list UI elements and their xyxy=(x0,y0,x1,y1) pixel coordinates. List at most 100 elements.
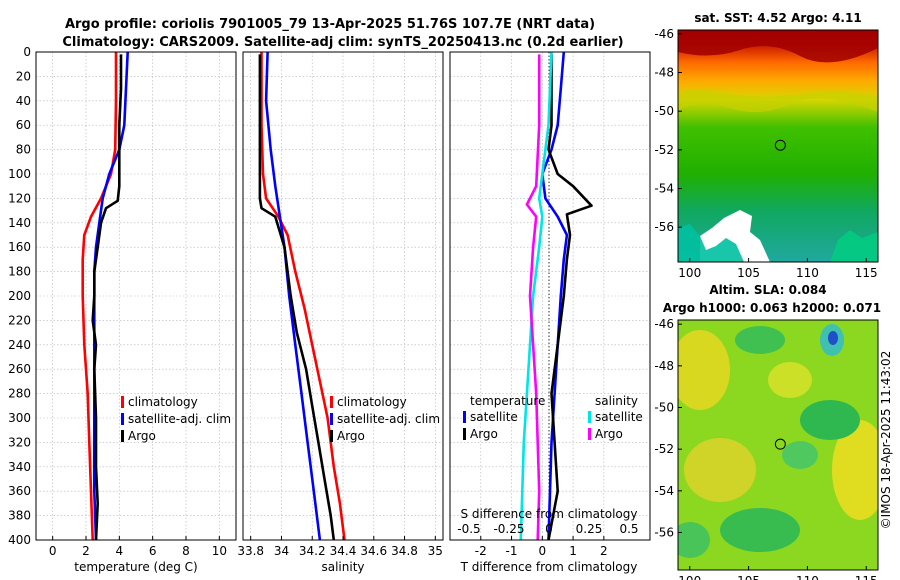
difference-x-tick-label: -2 xyxy=(475,544,487,558)
sla-anomaly-cool-4 xyxy=(782,441,818,469)
depth-tick-label: 100 xyxy=(8,167,31,181)
legend-label-argo: Argo xyxy=(337,429,365,443)
salinity-xlabel: salinity xyxy=(321,560,364,574)
sst-argo-location-marker xyxy=(774,139,786,151)
legend-swatch-satellite xyxy=(330,413,333,425)
depth-tick-label: 180 xyxy=(8,265,31,279)
sla-anomaly-warm-1 xyxy=(678,330,730,410)
legend-swatch-climatology xyxy=(330,396,333,408)
difference-legend-temperature: temperature satellite Argo xyxy=(463,394,545,441)
legend-label-satellite: satellite-adj. clim xyxy=(337,412,440,426)
depth-tick-label: 300 xyxy=(8,411,31,425)
salinity-x-tick-label: 34.8 xyxy=(391,544,418,558)
salinity-grid xyxy=(243,51,443,541)
sst-map-field xyxy=(678,30,878,262)
sst-warm-front xyxy=(678,30,878,63)
salinity-series-argo xyxy=(258,54,336,541)
sst-map-frame xyxy=(677,29,879,263)
temperature-grid xyxy=(36,51,236,541)
temperature-x-tick-label: 0 xyxy=(49,544,57,558)
temperature-series-argo xyxy=(91,54,123,541)
depth-tick-label: 260 xyxy=(8,362,31,376)
salinity-plot-frame xyxy=(242,51,444,541)
salinity-x-tick-label: 35 xyxy=(428,544,443,558)
sst-map-y-tick-label: -54 xyxy=(654,182,674,196)
depth-tick-label: 140 xyxy=(8,216,31,230)
sst-map-y-tick-label: -52 xyxy=(654,143,674,157)
sst-map-x-tick-label: 110 xyxy=(796,266,819,280)
temperature-x-tick-label: 2 xyxy=(82,544,90,558)
salinity-legend: climatology satellite-adj. clim Argo xyxy=(330,395,440,443)
temperature-series xyxy=(81,51,129,541)
legend-label-satellite: satellite-adj. clim xyxy=(128,412,231,426)
temperature-legend: climatology satellite-adj. clim Argo xyxy=(121,395,231,443)
salinity-x-tick-label: 34.6 xyxy=(360,544,387,558)
sla-anomaly-cool-1 xyxy=(735,326,785,354)
sst-map-y-tick-label: -48 xyxy=(654,66,674,80)
sla-eddy-blue xyxy=(828,331,838,345)
difference-series-temperature-argo xyxy=(547,54,593,541)
sst-map-x-tick-label: 100 xyxy=(678,266,701,280)
sla-map-y-tick-label: -48 xyxy=(654,359,674,373)
legend-swatch-argo xyxy=(121,430,124,442)
depth-tick-label: 80 xyxy=(16,143,31,157)
temperature-x-tick-label: 4 xyxy=(116,544,124,558)
depth-tick-label: 320 xyxy=(8,435,31,449)
legend-label-climatology: climatology xyxy=(337,395,407,409)
legend-label-temp-satellite: satellite xyxy=(470,410,518,424)
sla-map-x-tick-label: 115 xyxy=(855,574,878,580)
sst-map-y-axis: -46 -48 -50 -52 -54 -56 xyxy=(654,27,682,234)
temperature-series-climatology xyxy=(81,52,118,541)
depth-tick-label: 60 xyxy=(16,118,31,132)
depth-tick-label: 360 xyxy=(8,484,31,498)
difference-series-salinity-argo xyxy=(525,54,541,541)
difference-top-axis: -0.5 -0.25 0 0.25 0.5 xyxy=(457,522,638,536)
salinity-x-tick-label: 34 xyxy=(274,544,289,558)
sla-map-title: Altim. SLA: 0.084 xyxy=(709,283,826,297)
temperature-x-axis: 0 2 4 6 8 10 xyxy=(49,536,227,558)
sla-argo-location-marker xyxy=(774,438,786,450)
sla-anomaly-warm-4 xyxy=(768,362,812,398)
sla-map-y-tick-label: -54 xyxy=(654,484,674,498)
sla-map-x-tick-label: 100 xyxy=(678,574,701,580)
sst-cold-patch-east xyxy=(830,230,878,262)
sla-anomaly-warm-3 xyxy=(832,420,878,520)
depth-tick-label: 40 xyxy=(16,94,31,108)
salinity-x-axis: 33.8 34 34.2 34.4 34.6 34.8 35 xyxy=(237,536,443,558)
temperature-x-tick-label: 8 xyxy=(182,544,190,558)
depth-tick-label: 200 xyxy=(8,289,31,303)
difference-top-tick-label: -0.25 xyxy=(493,522,524,536)
sla-map-subtitle: Argo h1000: 0.063 h2000: 0.071 xyxy=(663,301,881,315)
sla-map-frame xyxy=(677,319,879,571)
difference-series xyxy=(519,51,593,541)
temperature-plot-frame xyxy=(35,51,237,541)
difference-x-axis: -2 -1 0 1 2 xyxy=(475,536,608,558)
sla-map-y-tick-label: -46 xyxy=(654,317,674,331)
sla-anomaly-cool-5 xyxy=(678,522,710,558)
difference-x-tick-label: 2 xyxy=(600,544,608,558)
legend-label-temp-argo: Argo xyxy=(470,427,498,441)
difference-xlabel: T difference from climatology xyxy=(460,560,638,574)
sst-map-x-tick-label: 115 xyxy=(855,266,878,280)
depth-tick-label: 400 xyxy=(8,533,31,547)
sst-map-y-tick-label: -56 xyxy=(654,220,674,234)
depth-tick-label: 220 xyxy=(8,313,31,327)
sst-map-y-tick-label: -50 xyxy=(654,104,674,118)
salinity-x-tick-label: 34.4 xyxy=(330,544,357,558)
difference-x-tick-label: -1 xyxy=(506,544,518,558)
depth-tick-label: 120 xyxy=(8,191,31,205)
legend-label-sal-argo: Argo xyxy=(595,427,623,441)
difference-plot-frame xyxy=(449,51,651,541)
difference-grid xyxy=(450,51,650,541)
difference-panel: -2 -1 0 1 2 -0.5 -0.25 0 0.25 0.5 S difference f… xyxy=(449,51,651,574)
sst-yellow-band xyxy=(678,89,878,113)
legend-swatch-temp-argo xyxy=(463,428,466,440)
sla-map-y-tick-label: -52 xyxy=(654,442,674,456)
difference-top-axis-label: S difference from climatology xyxy=(461,507,638,521)
sla-map-y-tick-label: -56 xyxy=(654,526,674,540)
sla-anomaly-cool-3 xyxy=(720,508,800,552)
sla-map-x-tick-label: 110 xyxy=(796,574,819,580)
sst-cold-patch-cyan xyxy=(678,224,744,262)
legend-swatch-satellite xyxy=(121,413,124,425)
